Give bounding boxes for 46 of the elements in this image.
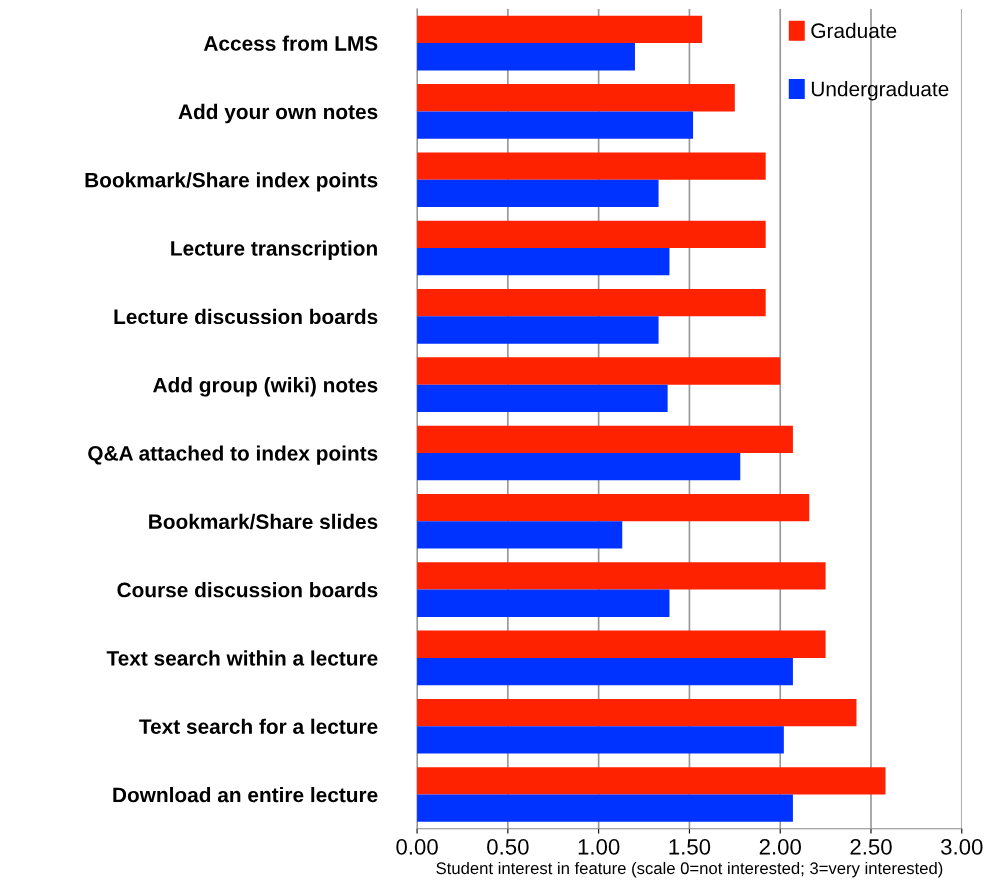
- bar: [417, 452, 741, 481]
- bar: [417, 84, 735, 112]
- bar: [417, 698, 857, 727]
- legend-label: Undergraduate: [811, 81, 949, 101]
- y-tick-label: Bookmark/Share slides: [149, 513, 378, 530]
- bar: [417, 589, 670, 617]
- bar: [417, 248, 670, 276]
- bar: [417, 657, 793, 686]
- bar: [417, 357, 781, 385]
- bar: [417, 152, 766, 180]
- bar: [417, 767, 886, 795]
- y-tick-label: Add group (wiki) notes: [153, 377, 378, 397]
- x-tick-label: 0.50: [487, 839, 529, 855]
- y-tick-label: Course discussion boards: [117, 582, 378, 598]
- bar: [417, 179, 659, 208]
- y-tick-label: Download an entire lecture: [113, 787, 378, 803]
- y-tick-label: Lecture transcription: [171, 240, 377, 260]
- y-tick-label: Lecture discussion boards: [114, 308, 378, 325]
- x-tick-label: 3.00: [941, 839, 983, 855]
- y-tick-label: Text search within a lecture: [106, 650, 378, 666]
- x-axis-title: Student interest in feature (scale 0=not interested; 3=very interested): [436, 861, 943, 878]
- x-tick-label: 2.00: [759, 839, 801, 855]
- bar: [417, 220, 766, 249]
- bar: [417, 630, 826, 658]
- bar: [417, 43, 635, 71]
- bar: [417, 493, 810, 522]
- bar: [417, 316, 659, 344]
- bar: [417, 521, 623, 549]
- bar: [417, 15, 703, 44]
- y-tick-label: Add your own notes: [178, 103, 378, 124]
- bar: [417, 384, 668, 412]
- bar: [417, 726, 784, 754]
- y-tick-label: Q&A attached to index points: [88, 445, 378, 465]
- x-tick-label: 2.50: [850, 839, 892, 855]
- bar: [417, 562, 826, 590]
- y-tick-label: Access from LMS: [203, 35, 378, 51]
- y-tick-label: Text search for a lecture: [139, 718, 378, 734]
- bar: [417, 794, 793, 822]
- bar: [417, 425, 793, 453]
- x-tick-label: 0.00: [396, 839, 438, 855]
- bar: [417, 111, 694, 139]
- bar: [417, 289, 766, 317]
- x-tick-label: 1.00: [578, 839, 620, 855]
- y-tick-label: Bookmark/Share index points: [85, 172, 378, 192]
- x-tick-label: 1.50: [669, 839, 711, 855]
- legend-label: Graduate: [811, 22, 897, 39]
